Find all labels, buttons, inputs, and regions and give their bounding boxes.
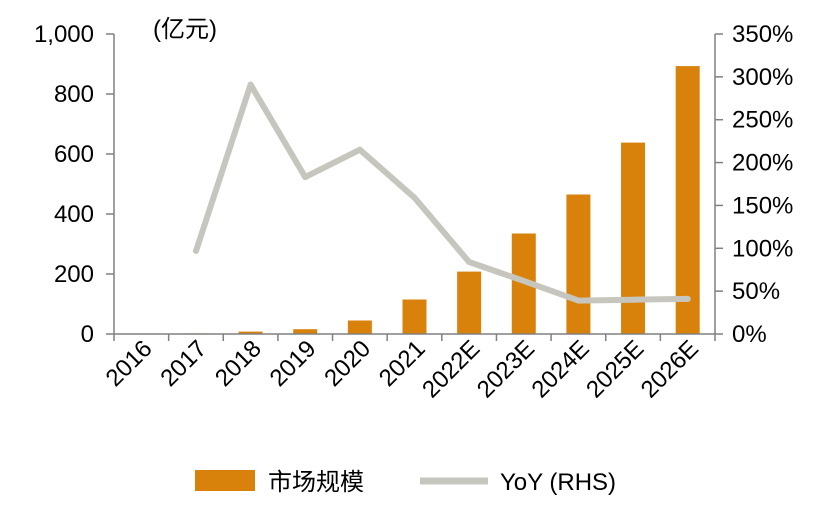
right-tick-label: 100% [732,235,793,262]
x-tick-label: 2019 [265,335,322,392]
left-tick-label: 1,000 [34,21,94,48]
bar-2020 [347,320,372,334]
legend-label-yoy: YoY (RHS) [500,469,616,496]
yoy-line [193,81,691,304]
left-tick-label: 200 [54,261,94,288]
right-tick-label: 350% [732,21,793,48]
yoy-point-2019 [302,174,309,181]
right-tick-label: 50% [732,278,780,305]
yoy-point-2026E [684,295,691,302]
yoy-point-2024E [575,297,582,304]
left-axis-unit-label: (亿元) [153,16,217,43]
left-tick-label: 0 [81,321,94,348]
x-tick-label: 2026E [636,335,704,403]
bar-2024E [566,194,591,334]
x-tick-label: 2022E [417,335,485,403]
yoy-point-2021 [411,194,418,201]
x-tick-label: 2024E [526,335,594,403]
bar-2022E [457,271,482,334]
yoy-line-layer [192,81,691,304]
bar-2026E [675,66,700,334]
bar-2021 [402,299,427,334]
x-axis-tick-labels: 2016201720182019202020212022E2023E2024E2… [101,335,704,403]
right-tick-label: 300% [732,64,793,91]
right-axis-tick-labels: 0% 50% 100% 150% 200% 250% 300% 350% [732,21,793,348]
legend-label-market-size: 市场规模 [268,469,364,496]
bar-2019 [293,329,318,334]
market-size-bars [129,66,700,334]
axis-tick-marks [106,33,723,341]
right-tick-label: 150% [732,192,793,219]
bar-2018 [238,331,263,334]
x-tick-label: 2016 [101,335,158,392]
yoy-point-2025E [630,296,637,303]
x-tick-label: 2025E [581,335,649,403]
x-tick-label: 2020 [319,335,376,392]
x-tick-label: 2017 [155,335,212,392]
bar-2025E [621,142,646,334]
legend: 市场规模 YoY (RHS) [195,469,616,496]
right-tick-label: 250% [732,107,793,134]
right-tick-label: 0% [732,321,767,348]
legend-swatch-market-size [195,470,255,491]
x-tick-label: 2023E [472,335,540,403]
yoy-point-2023E [520,277,527,284]
right-tick-label: 200% [732,150,793,177]
yoy-point-2022E [466,259,473,265]
yoy-point-2020 [356,146,363,153]
left-tick-label: 800 [54,81,94,108]
left-axis-tick-labels: 0 200 400 600 800 1,000 [34,21,94,348]
left-tick-label: 400 [54,201,94,228]
yoy-point-2018 [247,81,254,88]
yoy-point-2017 [192,247,199,254]
left-tick-label: 600 [54,141,94,168]
x-tick-label: 2018 [210,335,267,392]
